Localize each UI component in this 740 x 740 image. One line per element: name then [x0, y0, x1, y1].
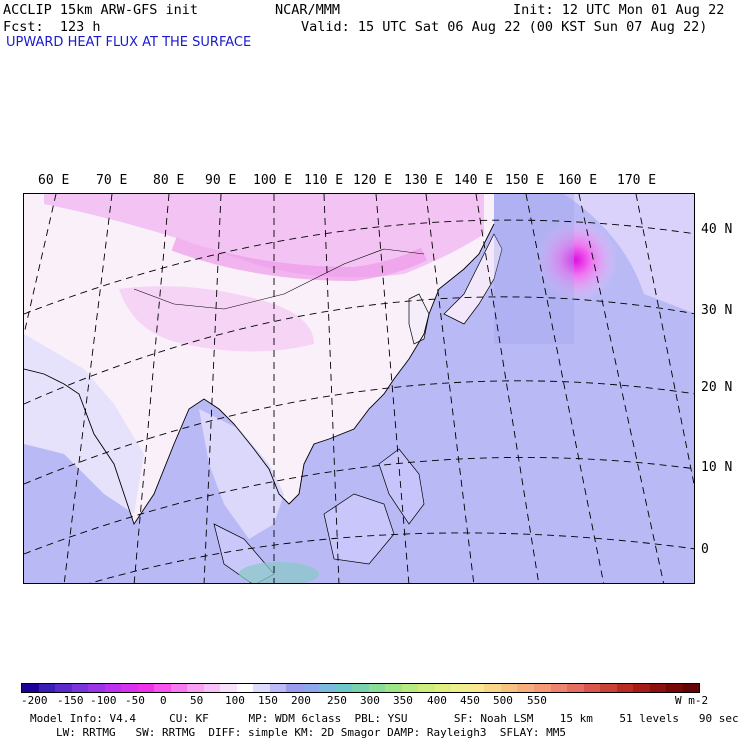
colorbar-swatch: [319, 684, 336, 692]
colorbar-tick: -150: [57, 694, 84, 707]
colorbar-swatch: [434, 684, 452, 692]
lat-label: 30 N: [701, 303, 733, 318]
lat-label: 10 N: [701, 460, 733, 475]
colorbar-tick: 400: [427, 694, 447, 707]
colorbar-tick: 500: [493, 694, 513, 707]
colorbar-tick: 250: [327, 694, 347, 707]
colorbar-tick: -100: [90, 694, 117, 707]
colorbar-tick: 200: [291, 694, 311, 707]
colorbar-swatch: [236, 684, 254, 692]
organization-label: NCAR/MMM: [275, 2, 341, 18]
colorbar-swatch: [533, 684, 551, 692]
colorbar-swatch: [666, 684, 683, 692]
colorbar-swatch: [500, 684, 518, 692]
colorbar-swatch: [484, 684, 501, 692]
colorbar-swatch: [682, 684, 700, 692]
land-korea: [408, 293, 430, 345]
forecast-hour: Fcst: 123 h: [3, 19, 101, 35]
colorbar-swatch: [616, 684, 634, 692]
land-indochina: [199, 409, 284, 539]
heat-flux-hotspot: [534, 218, 618, 302]
land-borneo: [323, 493, 395, 565]
colorbar-tick: 300: [360, 694, 380, 707]
land-japan: [443, 233, 503, 325]
init-time: Init: 12 UTC Mon 01 Aug 22: [513, 2, 725, 18]
colorbar-swatch: [104, 684, 122, 692]
colorbar-swatch: [467, 684, 485, 692]
colorbar-swatch: [451, 684, 468, 692]
colorbar-swatch: [253, 684, 270, 692]
lon-label: 80 E: [153, 173, 185, 188]
colorbar-tick: 50: [190, 694, 204, 707]
colorbar-swatch: [121, 684, 138, 692]
colorbar-swatch: [418, 684, 435, 692]
lon-label: 140 E: [454, 173, 494, 188]
colorbar-tick: 350: [393, 694, 413, 707]
colorbar-swatch: [38, 684, 56, 692]
lon-label: 120 E: [353, 173, 393, 188]
colorbar-swatch: [302, 684, 320, 692]
lon-label: 110 E: [304, 173, 344, 188]
colorbar-swatch: [385, 684, 402, 692]
colorbar-swatch: [633, 684, 650, 692]
colorbar-swatch: [220, 684, 237, 692]
colorbar-swatch: [170, 684, 188, 692]
lon-label: 170 E: [617, 173, 657, 188]
colorbar-swatch: [137, 684, 155, 692]
land-philippines: [378, 448, 425, 525]
colorbar-swatch: [352, 684, 369, 692]
lat-label: 20 N: [701, 380, 733, 395]
colorbar-tick: -200: [21, 694, 48, 707]
colorbar-swatch: [583, 684, 601, 692]
colorbar-swatch: [567, 684, 584, 692]
coastline: [24, 223, 495, 526]
colorbar-tick: 150: [258, 694, 278, 707]
colorbar-swatch: [203, 684, 221, 692]
colorbar-swatch: [154, 684, 171, 692]
valid-time: Valid: 15 UTC Sat 06 Aug 22 (00 KST Sun …: [301, 19, 708, 35]
lon-label: 100 E: [253, 173, 293, 188]
model-info-line1: Model Info: V4.4 CU: KF MP: WDM 6class P…: [30, 712, 739, 725]
colorbar-tick: 0: [160, 694, 167, 707]
heat-flux-north: [44, 194, 484, 278]
colorbar-swatch: [335, 684, 353, 692]
map-panel: [23, 193, 695, 584]
lon-label: 160 E: [558, 173, 598, 188]
map-graphic: [24, 194, 694, 583]
colorbar-swatch: [22, 684, 39, 692]
colorbar-swatch: [368, 684, 386, 692]
colorbar-swatch: [600, 684, 617, 692]
national-border: [133, 248, 425, 310]
lon-label: 130 E: [404, 173, 444, 188]
lat-label: 40 N: [701, 222, 733, 237]
lon-label: 150 E: [505, 173, 545, 188]
heat-flux-java-sea: [239, 562, 319, 583]
field-title: UPWARD HEAT FLUX AT THE SURFACE: [6, 35, 252, 50]
lat-label: 0: [701, 542, 709, 557]
lon-label: 60 E: [38, 173, 70, 188]
colorbar-swatch: [55, 684, 72, 692]
colorbar-tick: 100: [225, 694, 245, 707]
heat-flux-tibet: [119, 286, 314, 352]
lon-label: 90 E: [205, 173, 237, 188]
colorbar-swatch: [517, 684, 534, 692]
colorbar-tick: 550: [527, 694, 547, 707]
colorbar-swatch: [269, 684, 287, 692]
colorbar-swatch: [401, 684, 419, 692]
colorbar-swatch: [187, 684, 204, 692]
model-info-line2: LW: RRTMG SW: RRTMG DIFF: simple KM: 2D …: [56, 726, 566, 739]
colorbar-swatch: [550, 684, 568, 692]
colorbar-swatch: [71, 684, 89, 692]
colorbar-tick: 450: [460, 694, 480, 707]
colorbar: [21, 683, 700, 693]
colorbar-tick: -50: [125, 694, 145, 707]
colorbar-swatch: [88, 684, 105, 692]
lon-label: 70 E: [96, 173, 128, 188]
graticule: [24, 194, 694, 583]
colorbar-swatch: [649, 684, 667, 692]
colorbar-swatch: [286, 684, 303, 692]
model-title: ACCLIP 15km ARW-GFS init: [3, 2, 199, 18]
colorbar-units: W m-2: [675, 694, 709, 707]
